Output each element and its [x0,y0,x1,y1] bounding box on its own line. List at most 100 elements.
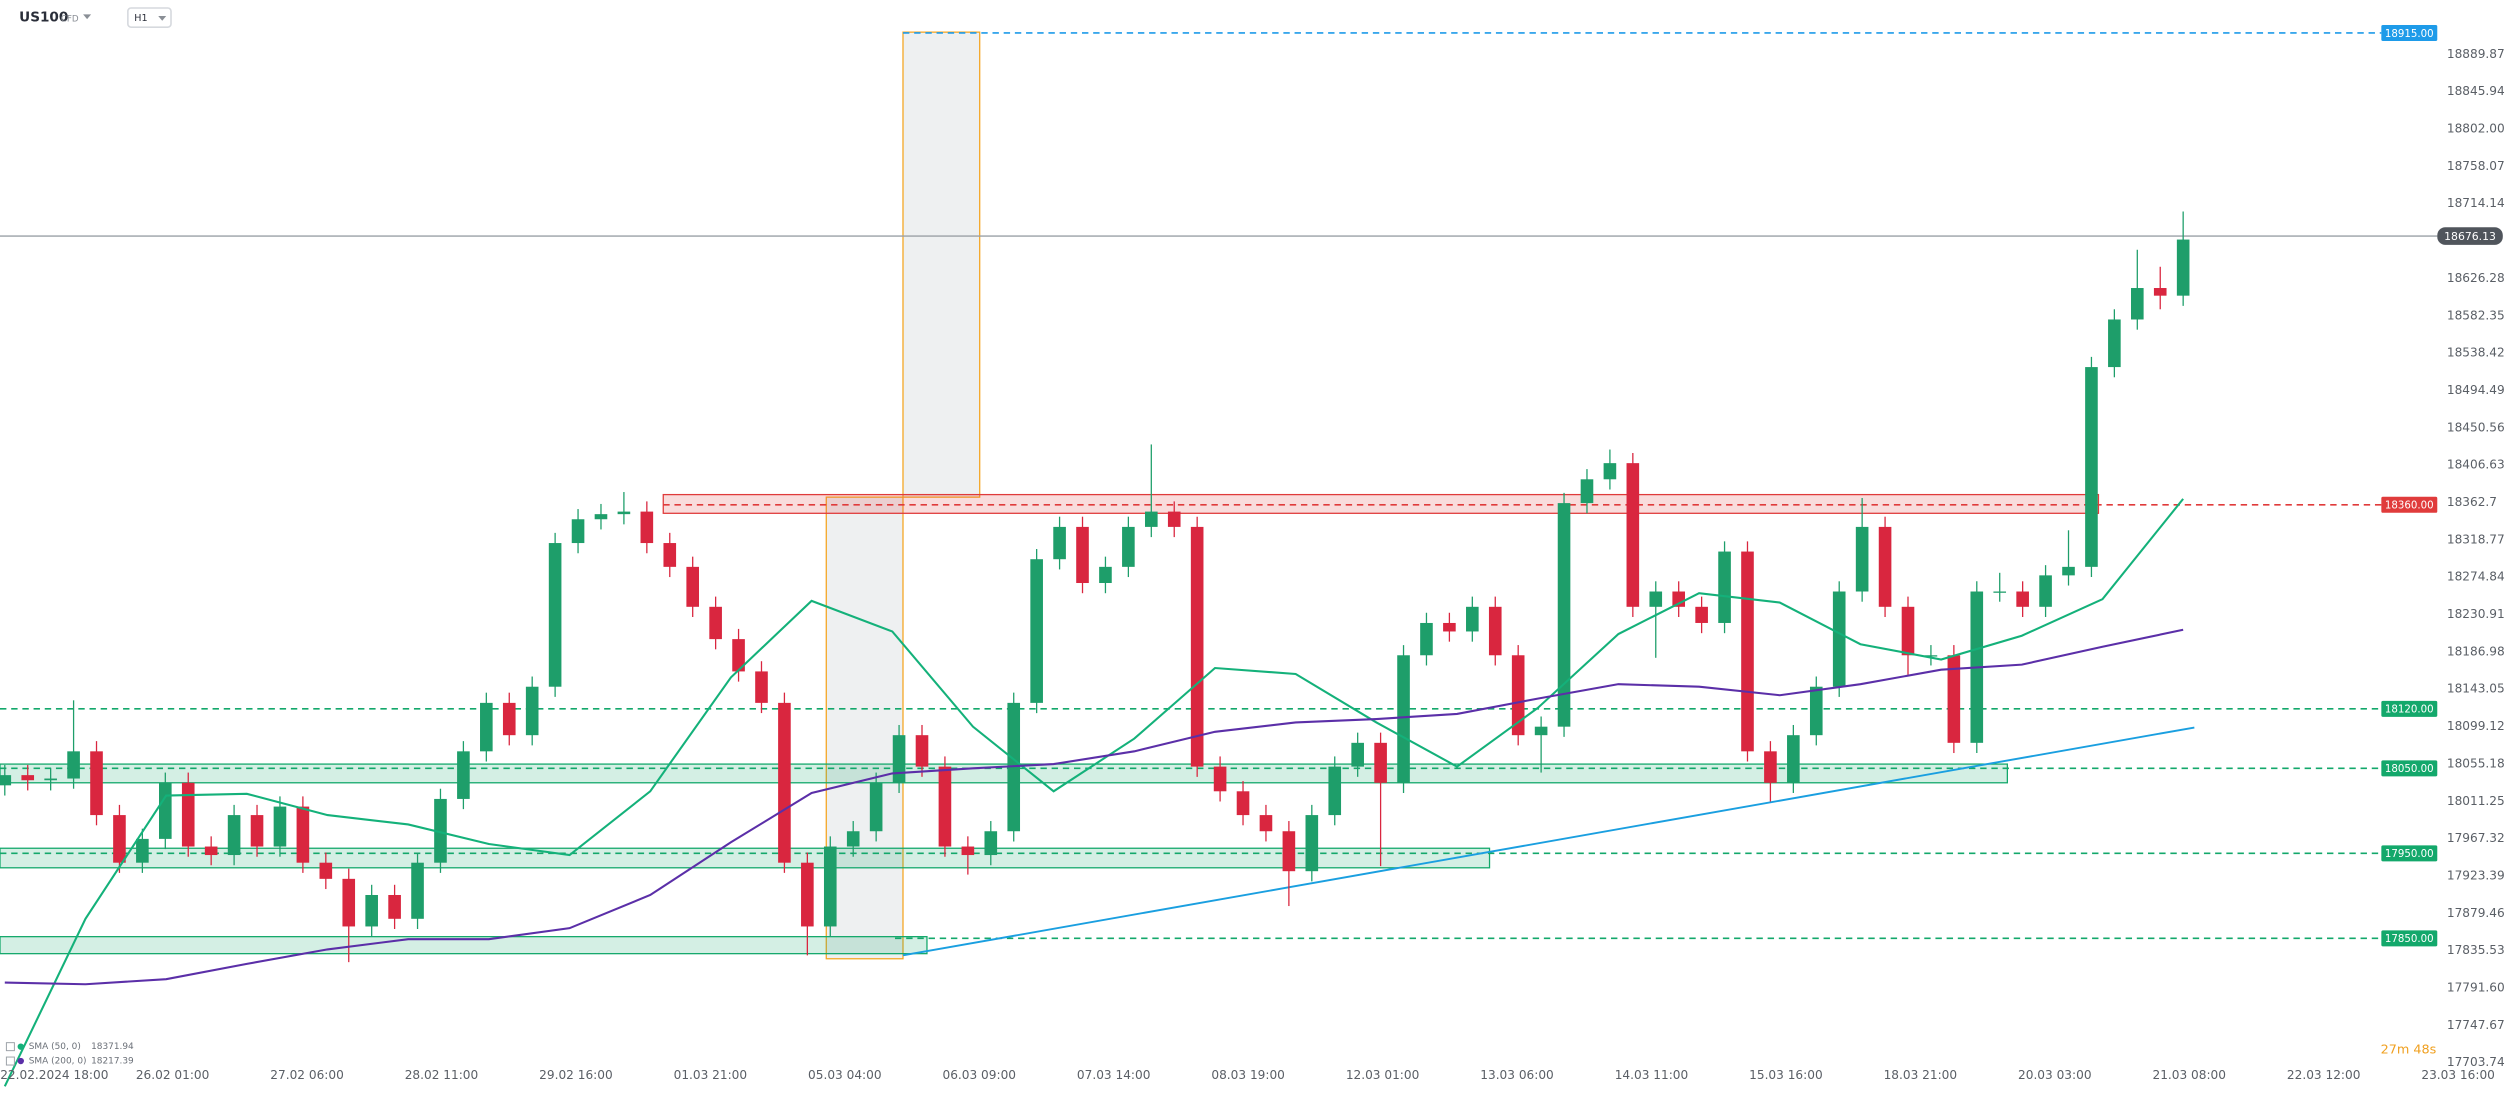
candle-body [1832,591,1846,687]
candle-body [1282,831,1296,872]
candle-body [273,806,287,847]
candle-body [181,782,195,847]
candle-body [1351,742,1364,767]
candle-body [113,815,126,863]
timeframe-button[interactable] [127,7,172,28]
y-tick-label: 18626.28 [2447,271,2505,285]
y-tick-label: 18055.18 [2447,756,2505,770]
candle-body [434,798,447,863]
candle-body [640,511,654,544]
candle-body [2085,367,2098,567]
candle-body [1649,591,1663,607]
candle-body [938,766,952,847]
candle-body [2130,288,2144,320]
instrument-type: CFD [61,15,79,25]
candle-body [1167,511,1181,527]
x-tick-label: 22.03 12:00 [2287,1068,2361,1082]
y-tick-label: 17879.46 [2447,906,2505,920]
symbol-dropdown[interactable] [83,14,92,20]
candle-body [21,775,35,781]
x-tick-label: 13.03 06:00 [1480,1068,1554,1082]
level-label: 18120.00 [2385,705,2434,716]
candle-body [1534,726,1548,736]
candle-body [1213,766,1227,792]
candle-body [548,543,562,687]
candle-body [1488,606,1502,656]
symbol[interactable]: US100 [19,10,68,26]
candle-body [480,702,493,752]
legend-visibility[interactable] [17,1057,24,1065]
y-tick-label: 17703.74 [2447,1055,2505,1069]
y-tick-label: 18714.14 [2447,196,2505,210]
level-label: 17950.00 [2385,849,2434,860]
measure-box-lower [825,496,904,960]
y-tick-label: 18362.7 [2447,495,2497,509]
candle-body [457,751,470,799]
candle-body [892,735,906,783]
legend-icon [5,1056,15,1066]
y-tick-label: 18582.35 [2447,308,2505,322]
candle-body [227,815,241,856]
candle-body [1053,526,1066,560]
trendline [902,726,2195,957]
candle-body [686,566,700,607]
plot [0,211,2195,1087]
level-badge [2381,760,2438,777]
level-label: 18915.00 [2385,29,2434,40]
y-tick-label: 18450.56 [2447,420,2505,434]
candle-body [1718,551,1731,623]
candle-body [250,815,264,847]
y-tick-label: 18274.84 [2447,570,2505,584]
x-tick-label: 08.03 19:00 [1211,1068,1285,1082]
candle-body [1878,526,1892,607]
x-tick-label: 12.03 01:00 [1346,1068,1420,1082]
candle-body [1557,503,1571,727]
candle-body [319,862,333,879]
y-tick-label: 18318.77 [2447,532,2505,546]
candle-body [869,782,883,832]
candle-body [296,806,310,863]
candle-body [1190,526,1204,767]
candle-body [1122,526,1135,567]
candle-body [1787,735,1800,783]
price-axis-bg [2438,0,2506,1093]
timeframe[interactable]: H1 [134,13,147,24]
candle-body [663,543,677,567]
candle-body [1397,655,1410,783]
x-tick-label: 18.03 21:00 [1884,1068,1958,1082]
candle-body [411,862,424,919]
candle-body [801,862,814,927]
y-tick-label: 18099.12 [2447,719,2505,733]
candle-body [755,671,768,703]
x-tick-label: 28.02 11:00 [405,1068,479,1082]
candle-body [1993,591,2007,593]
y-tick-label: 17967.32 [2447,831,2505,845]
y-tick-label: 18406.63 [2447,458,2505,472]
candle-body [778,702,791,863]
candle-body [961,846,975,856]
x-tick-label: 21.03 08:00 [2152,1068,2226,1082]
candle-body [1076,526,1089,584]
y-tick-label: 18230.91 [2447,607,2505,621]
candle-body [1580,479,1594,504]
candle-body [159,782,172,839]
candle-body [2108,319,2121,368]
candle-body [1420,622,1433,656]
candle-body [915,735,929,767]
y-tick-label: 18186.98 [2447,644,2505,658]
candle-body [709,606,722,640]
candle-body [2153,288,2167,296]
level-label: 18360.00 [2385,501,2434,512]
legend-visibility[interactable] [17,1043,24,1050]
timeframe-dropdown[interactable] [158,15,167,21]
y-tick-label: 18889.87 [2447,47,2505,61]
x-tick-label: 15.03 16:00 [1749,1068,1823,1082]
candle-body [1901,606,1915,656]
legend-value: 18371.94 [91,1042,134,1052]
x-tick-label: 23.03 16:00 [2421,1068,2495,1082]
candle-body [67,751,80,779]
candle-body [1741,551,1754,752]
